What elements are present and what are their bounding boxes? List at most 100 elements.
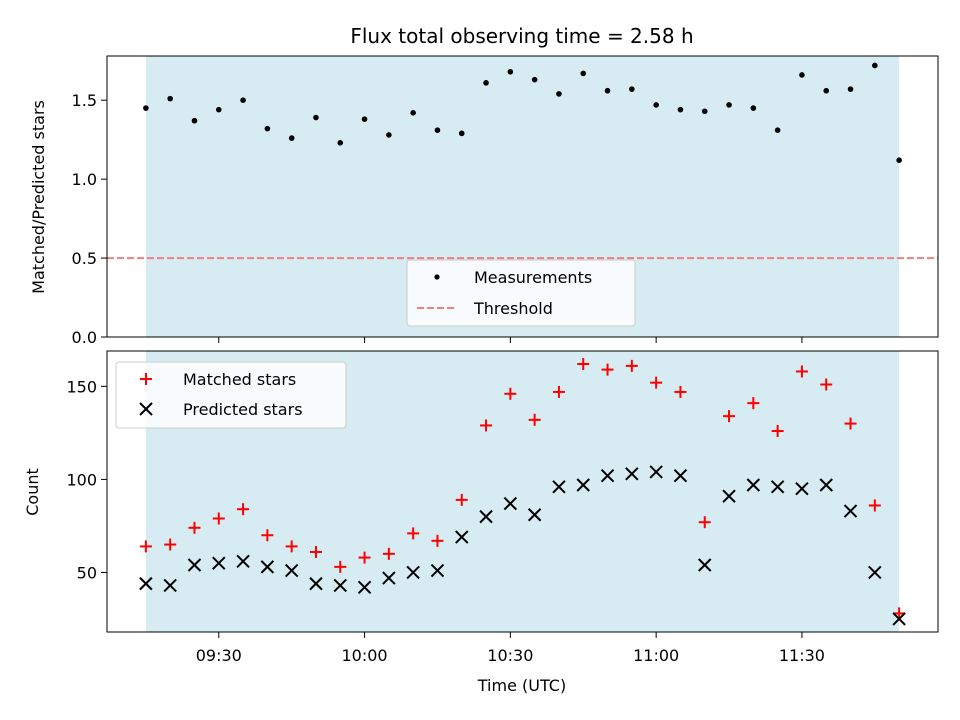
matched-star-point — [455, 493, 468, 506]
matched-star-point — [650, 376, 663, 389]
matched-star-point — [601, 363, 614, 376]
measurement-point — [215, 106, 222, 113]
measurement-point — [167, 95, 173, 102]
predicted-star-point — [552, 480, 566, 494]
predicted-star-point — [333, 578, 347, 593]
predicted-star-point — [236, 554, 250, 568]
matched-star-point — [431, 534, 444, 547]
top-axes-frame — [106, 55, 939, 338]
matched-star-point — [625, 359, 638, 372]
matched-star-point — [528, 413, 541, 426]
matched-star-point — [480, 419, 493, 432]
measurement-point — [896, 157, 902, 163]
legend-measurements-marker — [434, 274, 440, 280]
matched-star-point — [698, 516, 711, 529]
measurement-point — [386, 132, 392, 138]
predicted-star-point — [187, 558, 202, 572]
measurement-point — [531, 76, 538, 83]
y-tick-label: 50 — [77, 563, 97, 582]
predicted-star-point — [139, 576, 153, 591]
matched-stars-points — [139, 358, 906, 620]
predicted-star-point — [795, 482, 809, 496]
measurement-point — [483, 80, 489, 86]
predicted-star-point — [284, 563, 299, 578]
matched-star-point — [747, 397, 760, 410]
measurement-point — [143, 105, 149, 111]
x-tick-label: 10:00 — [342, 646, 388, 665]
predicted-star-point — [673, 468, 688, 483]
matched-star-point — [893, 607, 906, 620]
measurement-point — [410, 110, 416, 116]
predicted-star-point — [843, 504, 858, 518]
measurement-point — [872, 62, 878, 69]
matched-star-point — [577, 358, 590, 371]
predicted-star-point — [770, 480, 785, 494]
predicted-star-point — [260, 560, 275, 574]
legend-measurements-label: Measurements — [474, 268, 592, 287]
bottom-y-ticks: 50 100 150 — [66, 377, 107, 582]
predicted-star-point — [357, 580, 372, 595]
measurement-point — [726, 102, 732, 108]
measurement-point — [337, 140, 344, 146]
legend-predicted-label: Predicted stars — [183, 400, 303, 419]
legend-matched-marker — [140, 373, 152, 385]
matched-star-point — [139, 540, 152, 553]
measurement-point — [774, 127, 781, 133]
matched-star-point — [868, 499, 881, 512]
predicted-star-point — [868, 565, 882, 580]
matched-star-point — [212, 512, 225, 525]
bottom-axes-frame — [106, 350, 939, 633]
legend-predicted-marker — [139, 402, 153, 416]
predicted-star-point — [746, 478, 761, 492]
matched-star-point — [188, 521, 201, 534]
predicted-star-point — [649, 465, 663, 479]
top-panel: 0.0 0.5 1.0 1.5 Flux total observing time =… — [29, 24, 939, 347]
predicted-star-point — [309, 576, 323, 591]
predicted-star-point — [382, 571, 396, 585]
top-y-ticks: 0.0 0.5 1.0 1.5 — [72, 91, 107, 347]
measurement-point — [288, 135, 295, 141]
x-tick-label: 11:00 — [633, 646, 679, 665]
measurement-point — [313, 114, 319, 121]
x-tick-label: 11:30 — [779, 646, 825, 665]
y-tick-label: 1.5 — [72, 91, 97, 110]
matched-star-point — [164, 538, 177, 551]
predicted-star-point — [503, 496, 518, 511]
predicted-star-point — [625, 467, 639, 481]
legend-matched-label: Matched stars — [183, 370, 296, 389]
bottom-panel: 50 100 150 09:30 10:00 10:30 11:00 11:30 Time … — [23, 350, 939, 695]
x-tick-label: 09:30 — [196, 646, 242, 665]
measurement-point — [750, 105, 757, 111]
matched-star-point — [504, 387, 517, 400]
matched-star-point — [261, 529, 274, 542]
measurement-point — [799, 72, 805, 78]
predicted-star-point — [406, 565, 420, 580]
measurement-point — [507, 68, 514, 75]
measurement-point — [823, 87, 830, 94]
bottom-x-ticks: 09:30 10:00 10:30 11:00 11:30 — [196, 632, 825, 665]
top-x-ticks — [218, 337, 803, 343]
matched-star-point — [334, 560, 347, 573]
measurement-point — [458, 130, 465, 137]
top-title: Flux total observing time = 2.58 h — [350, 24, 693, 48]
bottom-y-axis-label: Count — [23, 468, 42, 516]
predicted-star-point — [892, 612, 906, 626]
top-legend-box — [406, 259, 636, 327]
measurement-point — [191, 117, 198, 124]
y-tick-label: 0.0 — [72, 328, 97, 347]
matched-star-point — [285, 540, 298, 553]
measurement-point — [240, 97, 246, 104]
predicted-star-point — [163, 578, 177, 593]
matched-star-point — [820, 378, 833, 391]
matched-star-point — [674, 385, 687, 398]
legend-threshold-label: Threshold — [473, 299, 553, 318]
measurement-point — [556, 91, 562, 97]
measurement-point — [604, 87, 611, 94]
matched-star-point — [382, 547, 395, 560]
measurement-point — [580, 70, 587, 77]
y-tick-label: 150 — [66, 377, 97, 396]
predicted-star-point — [430, 563, 445, 578]
bottom-legend-box — [115, 361, 347, 429]
predicted-stars-points — [139, 465, 906, 626]
